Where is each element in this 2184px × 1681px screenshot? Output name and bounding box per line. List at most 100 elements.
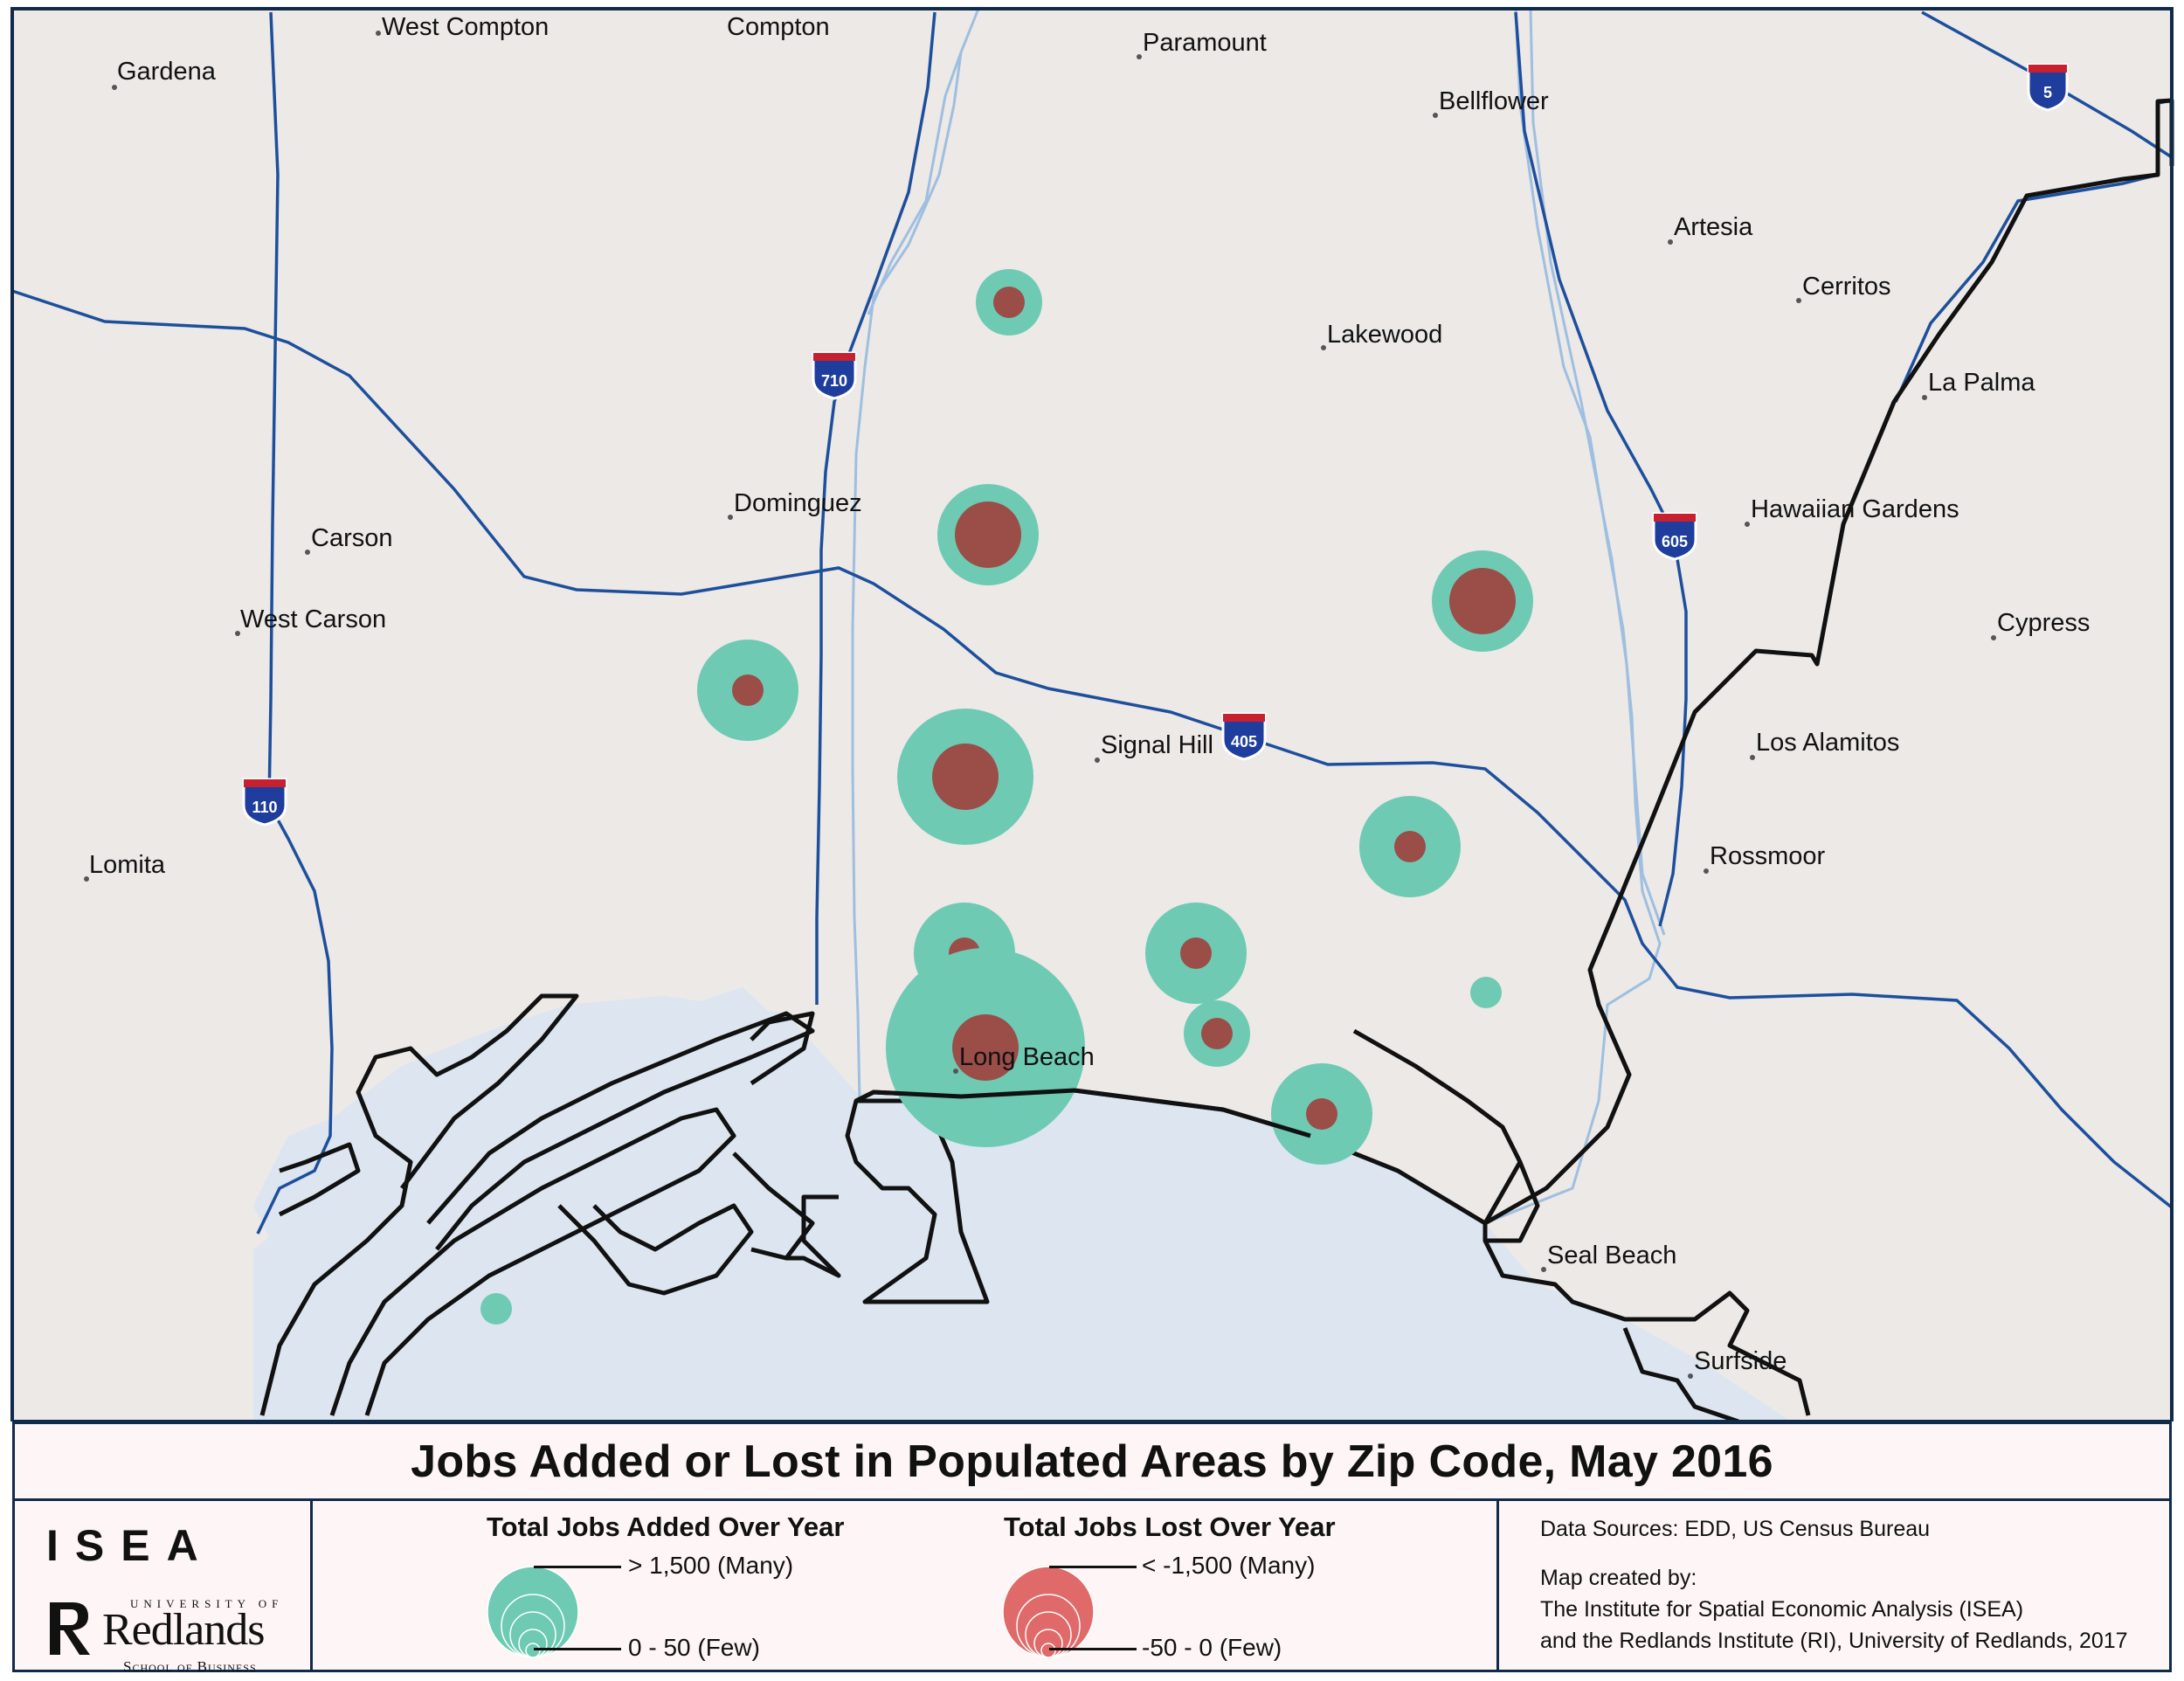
place-label: Bellflower — [1433, 87, 1549, 118]
place-label: Signal Hill — [1095, 731, 1213, 763]
redlands-r-icon — [50, 1602, 90, 1655]
shield-icon: 605 — [1652, 512, 1697, 561]
highway-710 — [815, 11, 936, 1005]
svg-text:710: 710 — [821, 372, 847, 390]
place-label: West Compton — [376, 13, 549, 41]
place-label: Compton — [727, 13, 830, 41]
title-band: Jobs Added or Lost in Populated Areas by… — [12, 1422, 2172, 1501]
lost-legend-symbol — [1002, 1566, 1095, 1658]
svg-text:Compton: Compton — [727, 13, 830, 41]
zip-symbol[interactable] — [1184, 1000, 1250, 1067]
highway-shields: 5 710 605 405 110 — [242, 63, 2069, 827]
coastline — [259, 98, 2174, 1422]
footer-divider — [310, 1501, 313, 1670]
svg-text:La Palma: La Palma — [1928, 369, 2035, 397]
terminal-island — [329, 1107, 736, 1416]
svg-text:Hawaiian Gardens: Hawaiian Gardens — [1751, 495, 1959, 523]
place-label: La Palma — [1922, 369, 2035, 400]
data-sources-line: Data Sources: EDD, US Census Bureau — [1540, 1517, 1931, 1541]
svg-text:Lomita: Lomita — [89, 851, 166, 879]
place-label: Los Alamitos — [1750, 729, 1899, 760]
svg-text:Artesia: Artesia — [1674, 213, 1753, 241]
harbor-pier-a — [786, 1194, 841, 1278]
svg-text:Surfside: Surfside — [1694, 1347, 1787, 1375]
footer-divider — [1496, 1501, 1499, 1670]
place-label: Rossmoor — [1704, 842, 1825, 874]
place-label: Lomita — [84, 851, 166, 882]
svg-text:Los Alamitos: Los Alamitos — [1756, 729, 1899, 757]
zip-symbol[interactable] — [1145, 903, 1247, 1004]
zip-symbol[interactable] — [976, 269, 1042, 336]
place-label: Cypress — [1991, 609, 2090, 640]
svg-text:Gardena: Gardena — [117, 58, 217, 86]
map-frame — [10, 7, 2174, 1422]
zip-symbol[interactable] — [1359, 796, 1461, 897]
svg-text:Dominguez: Dominguez — [734, 489, 862, 517]
zip-symbol[interactable] — [1470, 977, 1502, 1008]
svg-text:Seal Beach: Seal Beach — [1547, 1242, 1676, 1269]
west-basin — [259, 993, 579, 1416]
svg-text:Rossmoor: Rossmoor — [1710, 842, 1825, 870]
lost-max-leader — [1049, 1566, 1137, 1568]
zip-symbol[interactable] — [697, 640, 798, 741]
map-title: Jobs Added or Lost in Populated Areas by… — [411, 1435, 1773, 1487]
seal-beach-coast — [1482, 1239, 1811, 1416]
zip-symbol[interactable] — [1271, 1063, 1372, 1165]
svg-text:Paramount: Paramount — [1143, 29, 1267, 57]
place-label: Surfside — [1688, 1347, 1787, 1379]
east-pier — [750, 1011, 815, 1086]
place-label: Lakewood — [1321, 321, 1442, 350]
created-by-line: Map created by: — [1540, 1566, 1697, 1590]
added-max-label: > 1,500 (Many) — [628, 1552, 794, 1579]
svg-text:405: 405 — [1231, 733, 1257, 751]
svg-text:605: 605 — [1662, 533, 1688, 550]
zip-symbol[interactable] — [897, 709, 1033, 845]
place-labels: West Compton Compton Paramount Gardena B… — [84, 13, 2090, 1379]
lost-max-label: < -1,500 (Many) — [1142, 1552, 1316, 1579]
place-label: Paramount — [1137, 29, 1267, 59]
university-of-label: UNIVERSITY OF — [130, 1597, 284, 1610]
zip-symbol[interactable] — [1432, 550, 1533, 652]
added-legend-title: Total Jobs Added Over Year — [487, 1512, 845, 1542]
highway-405 — [11, 289, 2174, 1209]
school-of-business-label: School of Business — [123, 1658, 257, 1675]
svg-text:West Compton: West Compton — [382, 13, 549, 41]
zip-symbol[interactable] — [480, 1293, 512, 1325]
rivers — [851, 8, 1666, 1225]
svg-text:West Carson: West Carson — [240, 605, 386, 633]
shield-icon: 110 — [242, 778, 287, 827]
svg-text:Carson: Carson — [311, 524, 393, 552]
legend-footer: ISEA UNIVERSITY OF Redlands School of Bu… — [12, 1501, 2172, 1675]
svg-text:Long Beach: Long Beach — [959, 1043, 1095, 1071]
svg-text:Cerritos: Cerritos — [1802, 273, 1891, 301]
harbor-slip-1 — [426, 1011, 815, 1251]
lost-legend-title: Total Jobs Lost Over Year — [1004, 1512, 1336, 1542]
map-canvas: 5 710 605 405 110 West Compton Compton P… — [10, 7, 2174, 1422]
shield-icon: 5 — [2027, 63, 2069, 112]
coastline-overlay — [854, 1088, 1311, 1138]
place-label: Gardena — [112, 58, 217, 90]
surfside-inlet — [1622, 1327, 1739, 1422]
shield-icon: 710 — [812, 351, 857, 400]
harbor-breakwater — [845, 1098, 990, 1304]
svg-text:Cypress: Cypress — [1997, 609, 2090, 637]
alamitos-bay — [1352, 1028, 1540, 1243]
lost-min-label: -50 - 0 (Few) — [1142, 1634, 1282, 1661]
isea-wordmark: ISEA — [46, 1521, 215, 1570]
svg-text:5: 5 — [2043, 84, 2052, 101]
added-min-label: 0 - 50 (Few) — [628, 1634, 760, 1661]
place-label: Carson — [305, 524, 393, 555]
zip-symbol[interactable] — [937, 484, 1039, 585]
harbor-slip-3 — [732, 1152, 815, 1261]
added-legend-symbol — [487, 1566, 579, 1658]
added-min-leader — [534, 1648, 621, 1650]
highway-110 — [256, 11, 334, 1235]
place-label: Long Beach — [953, 1043, 1095, 1074]
harbor-slip-2 — [557, 1203, 754, 1296]
harbor-mole — [278, 1142, 361, 1217]
shield-icon: 405 — [1221, 712, 1267, 761]
place-label: Seal Beach — [1541, 1242, 1676, 1272]
added-max-leader — [534, 1566, 621, 1568]
place-label: Artesia — [1668, 213, 1753, 245]
